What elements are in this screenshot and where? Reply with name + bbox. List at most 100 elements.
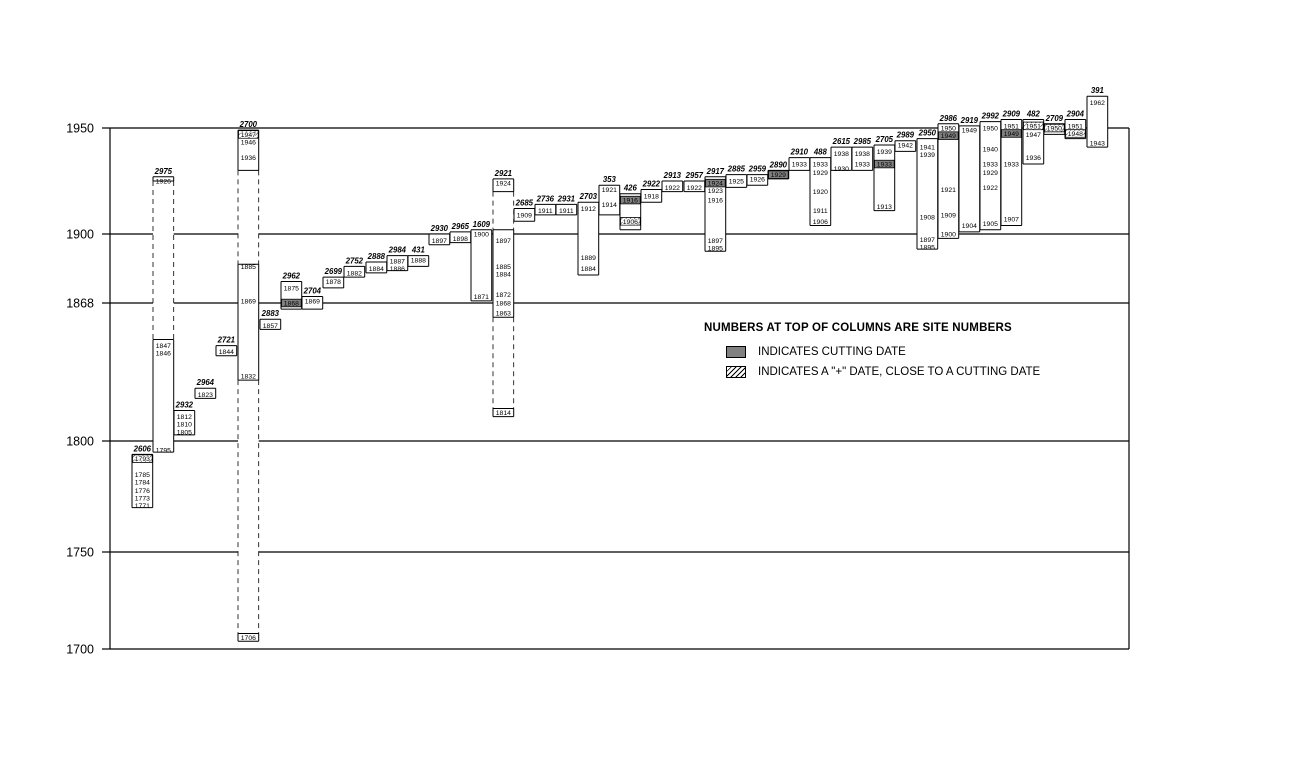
- column-box-fill: [471, 229, 492, 301]
- site-column-2615: 2615 1938 1930: [830, 137, 853, 173]
- column-box-fill: [980, 121, 1001, 230]
- tree-ring-date-label: 1950: [1047, 126, 1062, 133]
- site-number-label: 2885: [727, 165, 746, 174]
- site-number-label: 2957: [685, 171, 704, 180]
- site-column-2913: 2913 1922: [661, 171, 684, 193]
- tree-ring-date-label: 1846: [156, 351, 171, 358]
- site-number-label: 2705: [875, 135, 894, 144]
- tree-ring-date-label: 1933: [983, 162, 998, 169]
- column-box-fill: [599, 185, 620, 215]
- tree-ring-date-label: 1951: [1026, 123, 1041, 130]
- tree-ring-date-label: 1918: [644, 193, 659, 200]
- column-box-fill: [408, 255, 429, 267]
- plus-date-marker: [1023, 121, 1044, 131]
- tree-ring-date-label: 1949: [1004, 131, 1019, 138]
- column-box-fill: [747, 174, 768, 186]
- site-number-label: 426: [623, 184, 638, 193]
- site-number-label: 2910: [790, 148, 809, 157]
- site-number-label: 1609: [473, 220, 491, 229]
- site-number-label: 2909: [1002, 110, 1021, 119]
- plus-date-marker: [238, 130, 259, 139]
- tree-ring-date-label: 1914: [602, 202, 617, 209]
- tree-ring-date-label: 1947: [241, 132, 256, 139]
- tree-ring-date-label: 1872: [496, 292, 511, 299]
- tree-ring-date-label: 1909: [517, 212, 532, 219]
- tree-ring-date-label: 1921: [602, 187, 617, 194]
- site-column-1609: 1609 1900 1871: [470, 220, 493, 302]
- site-number-label: 2922: [642, 179, 661, 188]
- column-box-fill: [705, 176, 726, 252]
- tree-ring-date-label: 1962: [1090, 100, 1105, 107]
- tree-ring-date-label: 1887: [390, 259, 405, 266]
- column-box-fill: [852, 147, 873, 171]
- column-box-fill: [959, 125, 980, 232]
- site-column-2752: 2752 1882: [343, 256, 366, 278]
- site-column-2704: 2704 1869: [301, 287, 324, 310]
- tree-ring-date-label: 1869: [241, 298, 256, 305]
- site-column-2985: 2985 1938 1933: [851, 137, 874, 171]
- tree-ring-date-label: 1814: [496, 410, 511, 417]
- tree-ring-date-label: 1868: [284, 301, 299, 308]
- column-box-fill: [260, 319, 281, 330]
- site-column-2721: 2721 1844: [215, 336, 238, 357]
- plus-date-marker: [132, 454, 153, 463]
- site-column-2964: 2964 1823: [194, 378, 217, 399]
- tree-ring-date-label: 1904: [962, 223, 977, 230]
- plus-date-marker: [1044, 123, 1065, 133]
- tree-ring-date-label: 1922: [687, 185, 702, 192]
- site-column-2930: 2930 1897: [428, 224, 451, 246]
- legend-item-cutting: INDICATES CUTTING DATE: [726, 342, 1124, 362]
- site-column-2709: 2709 1950: [1043, 114, 1066, 135]
- column-box-fill: [302, 296, 323, 310]
- site-number-label: 2703: [579, 192, 598, 201]
- site-number-label: 2964: [196, 378, 215, 387]
- y-tick-label: 1950: [66, 122, 94, 136]
- site-number-label: 2917: [706, 167, 725, 176]
- column-box-fill: [514, 208, 535, 222]
- tree-ring-date-label: 1911: [538, 208, 553, 215]
- tree-ring-date-label: 1940: [983, 147, 998, 154]
- site-number-label: 2984: [388, 246, 407, 255]
- tree-ring-date-label: 1950: [983, 126, 998, 133]
- site-number-label: 2704: [303, 287, 322, 296]
- y-tick-label: 1900: [66, 228, 94, 242]
- column-box-fill: [556, 204, 577, 215]
- tree-ring-date-label: 1912: [581, 206, 596, 213]
- tree-ring-date-label: 1812: [177, 414, 192, 421]
- tree-ring-date-label: 1911: [559, 208, 574, 215]
- column-box-fill: [429, 234, 450, 245]
- site-column-353: 353 1921 1914: [598, 175, 621, 216]
- tree-ring-date-label: 1950: [941, 126, 956, 133]
- tree-ring-date-label: 1925: [729, 179, 744, 186]
- tree-ring-date-label: 1844: [219, 349, 234, 356]
- tree-ring-date-label: 1884: [369, 266, 384, 273]
- tree-ring-date-label: 1784: [135, 479, 150, 486]
- legend-item-label: INDICATES CUTTING DATE: [758, 346, 906, 358]
- tree-ring-date-label: 1939: [920, 152, 935, 159]
- tree-ring-date-label: 1906: [813, 219, 828, 226]
- tree-ring-date-label: 1907: [1004, 217, 1019, 224]
- site-column-2699: 2699 1878: [322, 267, 345, 289]
- tree-ring-date-label: 1926: [750, 176, 765, 183]
- site-number-label: 2883: [261, 309, 280, 318]
- site-column-2888: 2888 1884: [365, 252, 388, 274]
- legend-item-label: INDICATES A "+" DATE, CLOSE TO A CUTTING…: [758, 366, 1041, 378]
- tree-ring-date-label: 1922: [983, 185, 998, 192]
- tree-ring-date-label: 1857: [263, 323, 278, 330]
- site-column-391: 391 1962 1943: [1086, 86, 1109, 148]
- column-box-fill: [153, 176, 174, 453]
- tree-ring-date-label: 1916: [623, 198, 638, 205]
- column-box-fill: [195, 388, 216, 399]
- site-number-label: 2989: [896, 131, 915, 140]
- tree-ring-date-label: 1832: [241, 374, 256, 381]
- tree-ring-date-label: 1943: [1090, 140, 1105, 147]
- tree-ring-date-label: 1776: [135, 488, 150, 495]
- tree-ring-date-label: 1930: [834, 166, 849, 173]
- site-number-label: 2919: [960, 116, 979, 125]
- tree-ring-date-label: 1871: [474, 294, 489, 301]
- site-number-label: 2699: [324, 267, 343, 276]
